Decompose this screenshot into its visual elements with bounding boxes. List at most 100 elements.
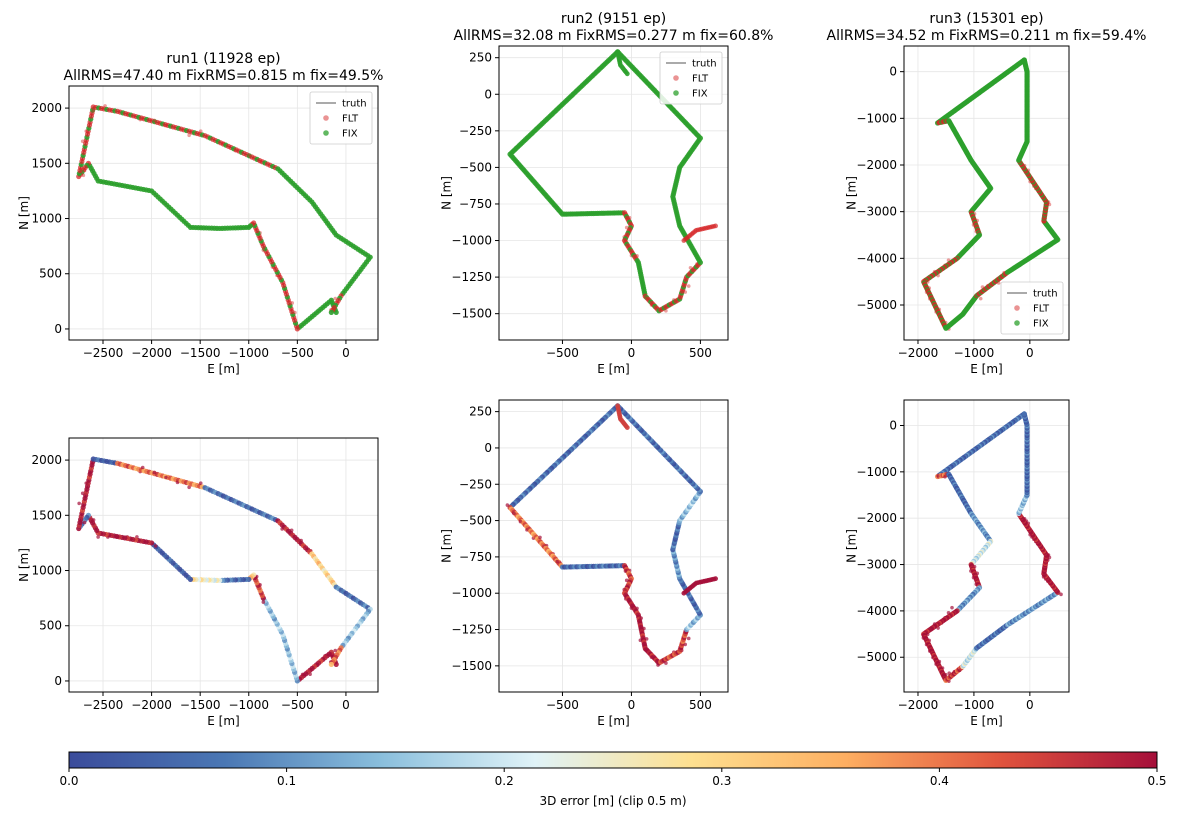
x-tick-label: −1000 bbox=[228, 346, 269, 360]
run1-err-panel: −2500 −2000 −1500 −1000 −500 0 0 500 1000 1500 200… bbox=[17, 437, 379, 728]
x-tick-label: −500 bbox=[546, 346, 579, 360]
error-point bbox=[971, 575, 976, 580]
error-point bbox=[624, 578, 629, 583]
x-tick-label: −2500 bbox=[83, 346, 124, 360]
error-point bbox=[187, 485, 191, 490]
y-tick-label: −2000 bbox=[856, 158, 897, 172]
error-point bbox=[1059, 592, 1063, 597]
error-point bbox=[512, 511, 516, 516]
x-tick-label: 0 bbox=[342, 346, 350, 360]
flt-point bbox=[686, 284, 691, 288]
fix-point bbox=[328, 309, 334, 315]
x-tick-label: −1000 bbox=[954, 698, 995, 712]
chart-title: run1 (11928 ep) bbox=[166, 51, 280, 67]
flt-point bbox=[91, 109, 96, 113]
y-tick-label: 500 bbox=[39, 267, 62, 281]
flt-point bbox=[258, 159, 263, 164]
y-axis-label: N [m] bbox=[440, 176, 454, 210]
bottom-row-panels: −2500 −2000 −1500 −1000 −500 0 0 500 1000 1500 200… bbox=[17, 399, 1070, 728]
error-point bbox=[555, 559, 559, 564]
y-tick-label: 1000 bbox=[31, 564, 62, 578]
y-axis-label: N [m] bbox=[845, 176, 859, 210]
y-tick-label: 500 bbox=[39, 619, 62, 633]
colorbar-ticks: 0.0 0.1 0.2 0.3 0.4 0.5 bbox=[59, 768, 1167, 788]
x-tick-label: −2500 bbox=[83, 698, 124, 712]
colorbar-tick-label: 0.4 bbox=[930, 774, 949, 788]
x-axis-label: E [m] bbox=[207, 714, 239, 728]
fix-flt-points bbox=[76, 104, 373, 332]
y-tick-label: 1000 bbox=[31, 212, 62, 226]
x-tick-label: −1000 bbox=[228, 698, 269, 712]
y-tick-label: −250 bbox=[459, 124, 492, 138]
error-point bbox=[924, 642, 929, 647]
y-tick-label: −4000 bbox=[856, 604, 897, 618]
error-point bbox=[80, 491, 85, 496]
y-tick-label: 0 bbox=[889, 65, 897, 79]
y-tick-label: 0 bbox=[484, 441, 492, 455]
flt-point bbox=[978, 296, 983, 301]
y-tick-label: −1000 bbox=[856, 465, 897, 479]
flt-point bbox=[80, 139, 85, 144]
error-point bbox=[969, 569, 973, 573]
error-point bbox=[623, 569, 628, 573]
error-point bbox=[333, 648, 338, 653]
run1-fix-panel: truth FLT FIX −2500 −2000 −1500 −1000 −500 0 0 500… bbox=[17, 51, 384, 376]
flt-point bbox=[198, 129, 203, 134]
y-tick-label: 1500 bbox=[31, 508, 62, 522]
flt-point bbox=[152, 118, 157, 123]
colorbar-tick-label: 0.3 bbox=[712, 774, 731, 788]
legend-flt-marker bbox=[1014, 305, 1020, 311]
y-tick-label: −750 bbox=[459, 550, 492, 564]
error-point bbox=[656, 663, 660, 667]
flt-point bbox=[1042, 219, 1047, 224]
error-point bbox=[538, 535, 542, 540]
y-axis-label: N [m] bbox=[17, 548, 31, 582]
flt-point bbox=[924, 290, 929, 294]
plot-area bbox=[76, 104, 373, 332]
y-tick-label: −5000 bbox=[856, 650, 897, 664]
run3-fix-panel: truth FLT FIX −2000 −1000 0 0 −1000 −2000 −3000 −4… bbox=[827, 11, 1147, 376]
legend: truth FLT FIX bbox=[659, 51, 723, 105]
legend-entry: truth bbox=[692, 59, 717, 70]
colorbar-tick-label: 0.0 bbox=[59, 774, 78, 788]
legend-fix-marker bbox=[1014, 320, 1020, 326]
plot-area bbox=[920, 57, 1061, 331]
flt-point bbox=[971, 223, 976, 227]
x-tick-label: 500 bbox=[689, 346, 712, 360]
fix-flt-points bbox=[920, 57, 1061, 331]
fix-point bbox=[624, 71, 630, 77]
error-point bbox=[300, 672, 305, 677]
x-tick-label: −1000 bbox=[954, 346, 995, 360]
error-point bbox=[947, 671, 952, 675]
error-point bbox=[164, 475, 168, 480]
flt-point bbox=[293, 310, 297, 315]
y-tick-label: −2000 bbox=[856, 511, 897, 525]
chart-subtitle: AllRMS=47.40 m FixRMS=0.815 m fix=49.5% bbox=[64, 68, 384, 84]
error-point bbox=[1021, 411, 1027, 417]
legend-entry: truth bbox=[1033, 289, 1058, 300]
flt-point bbox=[664, 309, 668, 313]
y-tick-label: 1500 bbox=[31, 156, 62, 170]
plot-area bbox=[76, 456, 373, 684]
error-point bbox=[643, 647, 647, 652]
y-tick-label: 2000 bbox=[31, 453, 62, 467]
x-axis-label: E [m] bbox=[597, 362, 629, 376]
x-tick-label: 0 bbox=[1026, 698, 1034, 712]
flt-point bbox=[635, 254, 639, 258]
colorbar: 0.0 0.1 0.2 0.3 0.4 0.5 3D error [m] (clip 0.… bbox=[59, 751, 1167, 808]
legend-fix-marker bbox=[673, 90, 679, 96]
legend-fix-marker bbox=[323, 130, 329, 136]
y-axis-label: N [m] bbox=[17, 196, 31, 230]
legend: truth FLT FIX bbox=[1000, 281, 1064, 335]
y-tick-label: 0 bbox=[889, 418, 897, 432]
error-point bbox=[1022, 517, 1027, 521]
y-tick-label: −3000 bbox=[856, 205, 897, 219]
flt-point bbox=[688, 265, 693, 270]
error-point bbox=[624, 425, 630, 431]
y-tick-label: 250 bbox=[469, 405, 492, 419]
axes-frame bbox=[903, 399, 1070, 693]
x-tick-label: 0 bbox=[628, 698, 636, 712]
x-tick-label: −1500 bbox=[180, 698, 221, 712]
x-tick-label: −2000 bbox=[898, 698, 939, 712]
